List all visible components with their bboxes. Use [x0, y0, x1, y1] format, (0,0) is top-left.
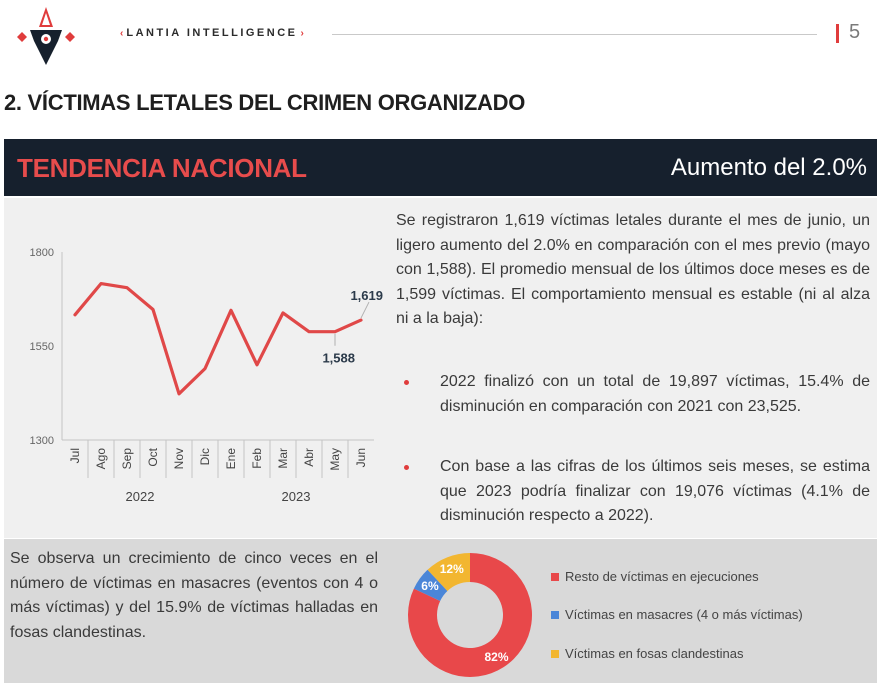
masacre-paragraph: Se observa un crecimiento de cinco veces…: [10, 550, 378, 641]
brand-name: LANTIA INTELLIGENCE: [126, 27, 298, 39]
slice-resto: [408, 553, 532, 677]
logo-left-diamond: [17, 32, 27, 42]
slice-percent-label: 6%: [421, 579, 439, 593]
legend-swatch: [551, 649, 559, 658]
x-tick-label: Dic: [198, 448, 212, 465]
slice-masacres: [413, 569, 448, 601]
legend-label: Víctimas en fosas clandestinas: [565, 646, 744, 661]
x-tick-label: Abr: [302, 448, 316, 467]
x-tick-label: Ago: [94, 448, 108, 470]
x-tick-label: May: [328, 448, 342, 471]
bullet-dot-icon: [404, 465, 409, 470]
header-divider: [332, 34, 817, 35]
x-tick-label: Sep: [120, 448, 134, 470]
legend-label: Víctimas en masacres (4 o más víctimas): [565, 607, 803, 622]
y-tick-label: 1800: [30, 247, 54, 259]
section-title: 2. VÍCTIMAS LETALES DEL CRIMEN ORGANIZAD…: [4, 90, 526, 115]
victims-donut-chart: 82% 6%12%: [408, 553, 532, 677]
trend-banner: TENDENCIA NACIONAL Aumento del 2.0%: [4, 139, 877, 196]
victims-series-line: [73, 281, 363, 396]
slice-percent-label: 12%: [440, 562, 464, 576]
data-label-jun: 1,619: [350, 288, 383, 303]
bullet-dot-icon: [404, 380, 409, 385]
bullet-text: 2022 finalizó con un total de 19,897 víc…: [440, 373, 870, 415]
y-tick-label: 1550: [30, 341, 54, 353]
x-tick-label: Ene: [224, 448, 238, 470]
logo-pupil: [43, 36, 49, 42]
x-tick-label: Jun: [354, 448, 368, 467]
logo-right-diamond: [65, 32, 75, 42]
summary-paragraph: Se registraron 1,619 víctimas letales du…: [396, 212, 870, 327]
legend-swatch: [551, 572, 559, 581]
x-tick-label: Mar: [276, 448, 290, 469]
legend-item-masacres: Víctimas en masacres (4 o más víctimas): [551, 607, 803, 622]
page-number: 5: [849, 21, 861, 43]
slice-fosas: [427, 553, 470, 591]
x-tick-label: Nov: [172, 448, 186, 469]
data-label-may: 1,588: [322, 351, 355, 366]
brand-row: ‹ LANTIA INTELLIGENCE ›: [120, 27, 304, 39]
x-tick-label: Oct: [146, 447, 160, 466]
bullet-item: Con base a las cifras de los últimos sei…: [404, 455, 870, 529]
brand-right-arrow-icon: ›: [300, 27, 304, 39]
banner-title: TENDENCIA NACIONAL: [17, 153, 307, 183]
bullet-item: 2022 finalizó con un total de 19,897 víc…: [404, 370, 870, 419]
logo-shield: [30, 30, 62, 65]
year-group-label: 2022: [126, 489, 155, 504]
monthly-line-chart: 1300 1550 1800 Jul Ago Sep Oct Nov Dic Ene Feb Mar A…: [30, 247, 383, 504]
legend-item-fosas: Víctimas en fosas clandestinas: [551, 646, 743, 661]
x-tick-label: Feb: [250, 448, 264, 469]
year-group-label: 2023: [282, 489, 311, 504]
brand-left-arrow-icon: ‹: [120, 27, 124, 39]
lantia-logo: [17, 7, 75, 65]
trend-panel: [4, 198, 877, 538]
logo-flame-inner: [42, 13, 50, 25]
page-number-bar: [836, 24, 839, 43]
y-tick-label: 1300: [30, 435, 54, 447]
banner-summary: Aumento del 2.0%: [670, 154, 867, 181]
x-tick-label: Jul: [68, 448, 82, 463]
legend-label: Resto de víctimas en ejecuciones: [565, 569, 759, 584]
legend-swatch: [551, 610, 559, 619]
bullet-text: Con base a las cifras de los últimos sei…: [440, 458, 870, 524]
data-label-leader: [360, 301, 370, 319]
legend-item-resto: Resto de víctimas en ejecuciones: [551, 569, 759, 584]
slice-percent-label: 82%: [485, 650, 509, 664]
